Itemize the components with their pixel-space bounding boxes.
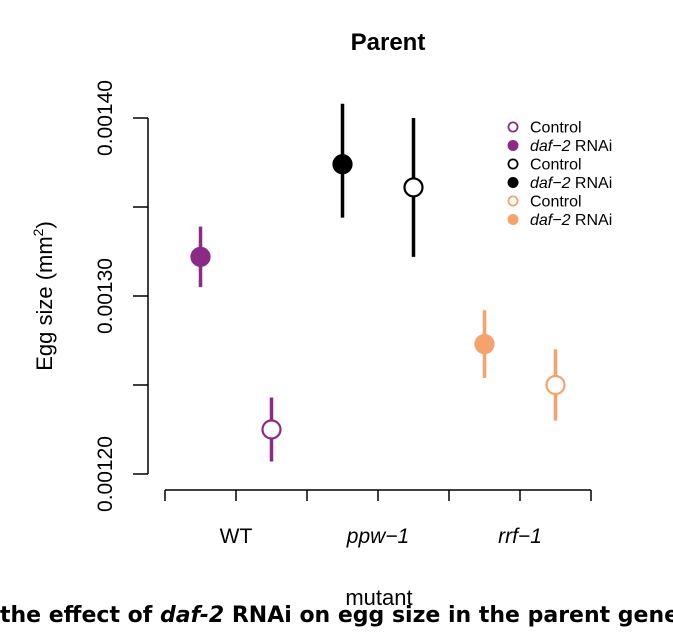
y-axis-label-main: Egg size (mm <box>32 236 57 370</box>
legend-marker-1 <box>507 121 519 133</box>
legend-label-main: daf−2 <box>530 138 571 155</box>
y-axis-label: Egg size (mm2) <box>30 221 57 371</box>
point-wt-control <box>261 419 282 440</box>
legend-marker-6 <box>507 213 519 225</box>
plot-area <box>190 103 566 462</box>
legend-label-5: Control <box>530 194 582 211</box>
y-axis-label-close: ) <box>32 221 57 228</box>
x-axis: WT ppw−1 rrf−1 <box>164 489 592 548</box>
legend-marker-3 <box>507 158 519 170</box>
point-wt-daf-2-rnai <box>190 246 211 267</box>
legend-label-6: daf−2 RNAi <box>530 212 612 229</box>
legend-marker-2 <box>507 139 519 151</box>
legend-label-suffix: RNAi <box>570 212 612 229</box>
y-tick-label: 0.00140 <box>94 80 117 156</box>
point-rrf-1-daf-2-rnai <box>474 333 495 355</box>
caption-italic-text: daf-2 <box>159 603 225 628</box>
point-ppw-1-control <box>403 177 424 198</box>
x-tick-label-rrf-1: rrf−1 <box>498 525 542 548</box>
legend-label-3: Control <box>530 157 582 174</box>
figure-caption: the effect of daf-2 RNAi on egg size in … <box>0 603 673 628</box>
legend-marker-5 <box>507 195 519 207</box>
y-axis: 0.00120 0.00130 0.00140 <box>94 80 149 512</box>
legend-label-main: daf−2 <box>530 175 571 192</box>
legend-label-main: Control <box>530 194 582 211</box>
legend-label-suffix: RNAi <box>570 138 612 155</box>
x-axis-label: mutant <box>345 585 412 610</box>
y-tick-label: 0.00130 <box>94 258 117 334</box>
legend-label-suffix: RNAi <box>570 175 612 192</box>
legend-marker-4 <box>507 176 519 188</box>
legend-label-main: Control <box>530 157 582 174</box>
y-tick-label: 0.00120 <box>94 436 117 512</box>
legend-label-1: Control <box>530 120 582 137</box>
legend-label-4: daf−2 RNAi <box>530 175 612 192</box>
point-rrf-1-control <box>545 374 566 396</box>
point-ppw-1-daf-2-rnai <box>332 154 353 175</box>
x-tick-label-wt: WT <box>220 525 253 548</box>
caption-bold-text: the effect of <box>0 603 160 628</box>
y-axis-label-superscript: 2 <box>30 228 46 236</box>
legend-label-2: daf−2 RNAi <box>530 138 612 155</box>
caption-rest-text: RNAi on egg size in the parent generatio… <box>231 603 673 628</box>
chart-title: Parent <box>351 29 426 56</box>
legend-label-main: Control <box>530 120 582 137</box>
x-tick-label-ppw-1: ppw−1 <box>346 525 409 548</box>
legend-label-main: daf−2 <box>530 212 571 229</box>
